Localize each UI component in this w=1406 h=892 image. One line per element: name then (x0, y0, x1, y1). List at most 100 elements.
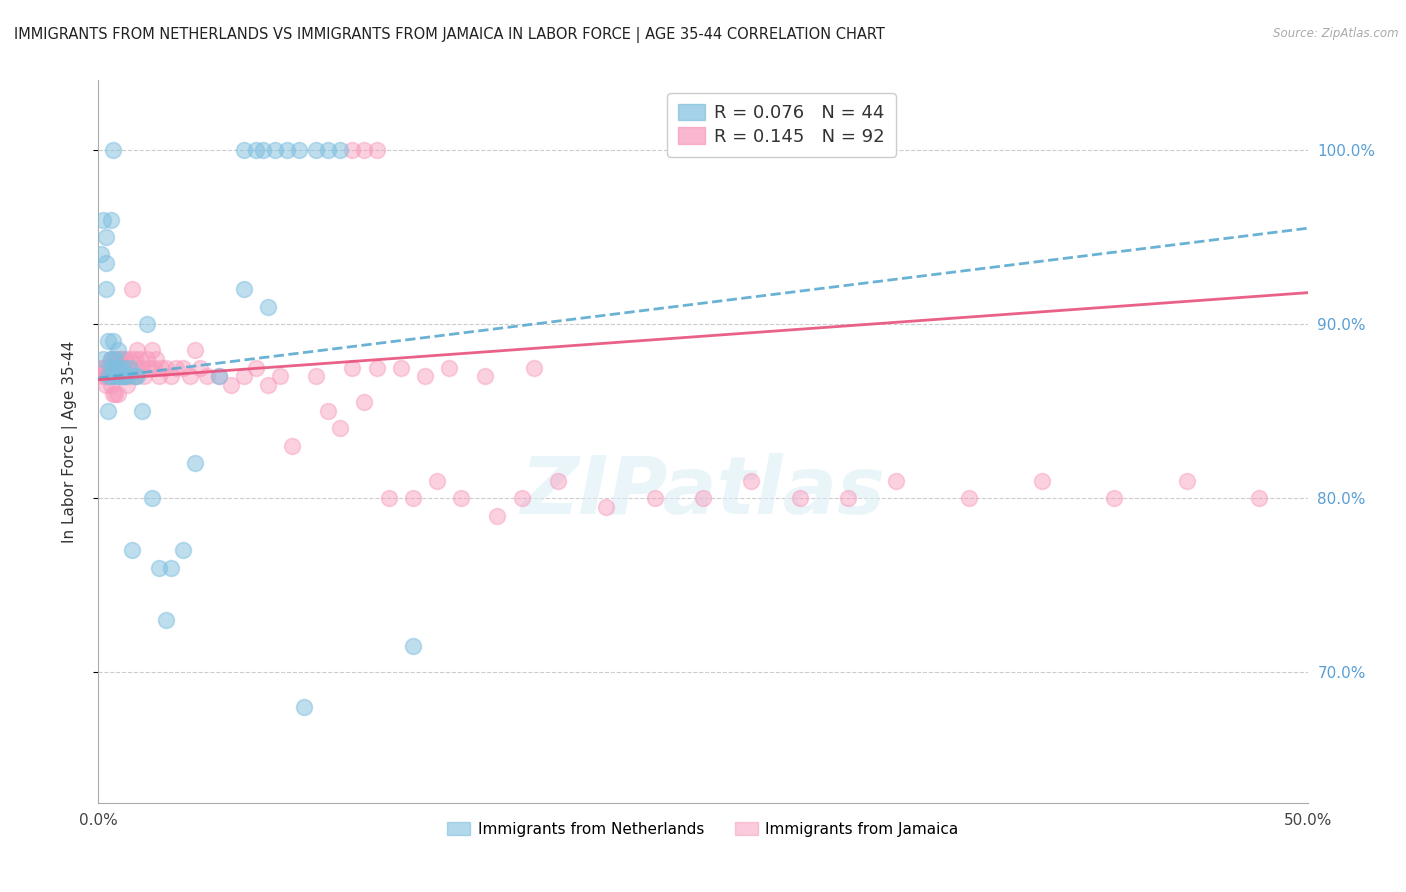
Point (108, 369, 131, 384)
Point (353, 395, 375, 409)
Point (114, 369, 136, 384)
Point (94, 378, 117, 392)
Point (94, 230, 117, 244)
Point (150, 360, 173, 375)
Point (108, 360, 131, 375)
Point (97, 334, 120, 349)
Point (1102, 491, 1125, 505)
Point (837, 491, 859, 505)
Point (97, 369, 120, 384)
Point (402, 491, 425, 505)
Point (107, 343, 129, 358)
Point (104, 360, 127, 375)
Point (135, 317, 157, 331)
Point (886, 474, 908, 488)
Point (644, 491, 666, 505)
Point (184, 343, 207, 358)
Point (486, 508, 509, 523)
Point (127, 360, 149, 375)
Point (91, 351, 114, 366)
Point (547, 474, 569, 488)
Point (114, 369, 136, 384)
Point (104, 386, 127, 401)
Point (510, 491, 533, 505)
Text: Source: ZipAtlas.com: Source: ZipAtlas.com (1274, 27, 1399, 40)
Point (97, 369, 120, 384)
Point (245, 360, 267, 375)
Point (276, 143, 298, 157)
Point (281, 439, 304, 453)
Point (165, 360, 187, 375)
Point (121, 543, 143, 558)
Y-axis label: In Labor Force | Age 35-44: In Labor Force | Age 35-44 (62, 341, 77, 542)
Point (101, 360, 124, 375)
Point (366, 143, 388, 157)
Point (94, 369, 117, 384)
Point (595, 500, 617, 514)
Point (437, 360, 460, 375)
Point (450, 491, 472, 505)
Point (94, 256, 117, 270)
Point (108, 351, 131, 366)
Point (107, 369, 129, 384)
Point (305, 369, 328, 384)
Point (208, 369, 231, 384)
Point (148, 369, 170, 384)
Point (160, 561, 183, 575)
Text: ZIPatlas: ZIPatlas (520, 453, 886, 531)
Point (124, 369, 146, 384)
Point (91, 212, 114, 227)
Point (100, 378, 122, 392)
Point (523, 360, 546, 375)
Point (288, 143, 311, 157)
Point (179, 369, 201, 384)
Text: IMMIGRANTS FROM NETHERLANDS VS IMMIGRANTS FROM JAMAICA IN LABOR FORCE | AGE 35-4: IMMIGRANTS FROM NETHERLANDS VS IMMIGRANT… (14, 27, 884, 43)
Point (94, 282, 117, 296)
Point (256, 378, 278, 392)
Point (101, 143, 124, 157)
Point (124, 369, 146, 384)
Point (107, 386, 129, 401)
Point (188, 360, 211, 375)
Point (101, 369, 124, 384)
Point (117, 369, 139, 384)
Point (316, 143, 339, 157)
Point (100, 212, 122, 227)
Point (131, 404, 153, 418)
Point (124, 351, 146, 366)
Point (127, 369, 149, 384)
Point (100, 351, 122, 366)
Point (329, 143, 352, 157)
Point (269, 369, 291, 384)
Point (101, 351, 124, 366)
Point (90, 247, 112, 261)
Point (155, 613, 177, 627)
Point (111, 360, 134, 375)
Point (208, 369, 231, 384)
Point (256, 300, 278, 314)
Point (135, 351, 157, 366)
Point (474, 369, 496, 384)
Point (121, 282, 143, 296)
Point (353, 143, 375, 157)
Point (111, 369, 134, 384)
Point (143, 360, 166, 375)
Point (97, 360, 120, 375)
Point (366, 360, 388, 375)
Legend: Immigrants from Netherlands, Immigrants from Jamaica: Immigrants from Netherlands, Immigrants … (439, 813, 967, 846)
Point (342, 143, 364, 157)
Point (141, 491, 163, 505)
Point (252, 143, 274, 157)
Point (107, 360, 129, 375)
Point (184, 456, 207, 470)
Point (342, 360, 364, 375)
Point (97, 404, 120, 418)
Point (1175, 474, 1198, 488)
Point (100, 369, 122, 384)
Point (107, 369, 129, 384)
Point (141, 343, 163, 358)
Point (264, 143, 287, 157)
Point (1249, 491, 1271, 505)
Point (94, 360, 117, 375)
Point (127, 343, 149, 358)
